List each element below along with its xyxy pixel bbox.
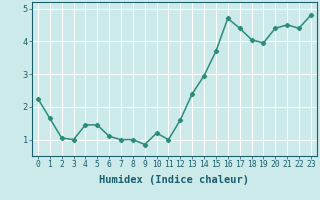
X-axis label: Humidex (Indice chaleur): Humidex (Indice chaleur) [100,175,249,185]
